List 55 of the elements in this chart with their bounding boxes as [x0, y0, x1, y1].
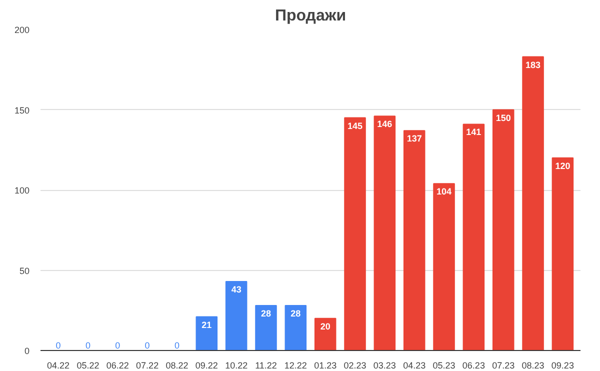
x-tick-label: 08.22	[166, 360, 188, 370]
data-label: 141	[466, 127, 482, 138]
x-tick-label: 09.23	[551, 360, 574, 370]
data-label: 146	[377, 119, 392, 130]
x-tick-label: 10.22	[225, 360, 248, 370]
x-tick-label: 04.22	[47, 360, 70, 370]
data-label: 43	[231, 284, 242, 294]
bar	[314, 318, 336, 350]
x-tick-label: 08.23	[522, 360, 544, 370]
x-tick-label: 07.22	[136, 360, 159, 370]
x-tick-label: 11.22	[255, 360, 277, 370]
data-label: 0	[174, 340, 180, 350]
y-tick-label: 0	[24, 346, 30, 356]
bar	[522, 56, 544, 350]
data-label: 0	[115, 340, 120, 350]
bar	[403, 130, 426, 350]
data-label: 0	[85, 340, 90, 350]
y-tick-label: 200	[14, 25, 30, 35]
x-tick-label: 09.22	[195, 360, 218, 370]
x-tick-label: 03.23	[373, 360, 396, 370]
y-tick-label: 100	[14, 186, 30, 196]
x-tick-label: 02.23	[344, 360, 366, 370]
x-tick-label: 06.23	[462, 360, 485, 370]
data-label: 183	[526, 60, 541, 70]
bar	[433, 183, 455, 350]
bar	[374, 116, 396, 350]
data-label: 21	[202, 320, 212, 330]
data-label: 145	[347, 120, 363, 131]
bar	[255, 305, 277, 350]
data-label: 28	[260, 308, 272, 319]
x-tick-label: 07.23	[492, 360, 515, 370]
y-tick-label: 150	[14, 105, 30, 116]
bar	[284, 305, 307, 350]
x-tick-label: 12.22	[284, 360, 307, 370]
x-tick-label: 05.23	[432, 360, 456, 370]
bar	[492, 109, 514, 350]
bar	[344, 117, 366, 350]
x-tick-label: 05.22	[76, 360, 100, 370]
bar	[462, 124, 485, 350]
x-tick-label: 06.22	[106, 360, 129, 370]
bar	[552, 157, 574, 350]
data-label: 120	[555, 160, 570, 171]
x-tick-label: 01.23	[314, 360, 337, 370]
chart-title: Продажи	[274, 8, 346, 24]
bar	[196, 316, 218, 350]
data-label: 150	[496, 112, 511, 123]
data-label: 137	[406, 134, 422, 144]
data-label: 28	[290, 308, 301, 319]
x-tick-label: 04.23	[403, 360, 426, 370]
bar	[225, 280, 248, 350]
data-label: 20	[320, 321, 330, 332]
y-tick-label: 50	[19, 266, 30, 276]
data-label: 104	[436, 186, 452, 197]
data-label: 0	[56, 340, 61, 350]
data-label: 0	[144, 340, 150, 350]
